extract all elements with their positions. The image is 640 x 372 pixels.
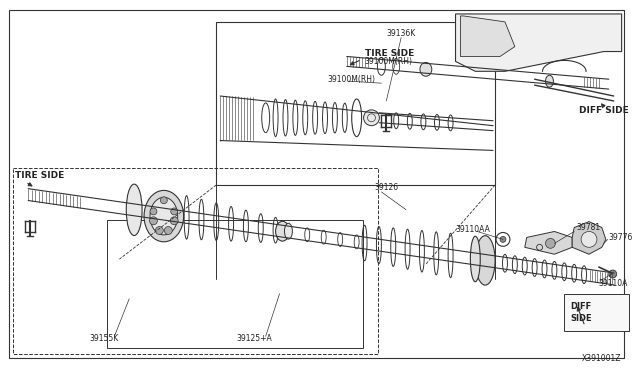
Text: 39781: 39781	[576, 223, 600, 232]
Ellipse shape	[276, 221, 289, 241]
Bar	[564, 294, 628, 331]
Text: DIFF: DIFF	[570, 302, 591, 311]
Circle shape	[364, 110, 380, 126]
Text: 39776: 39776	[609, 233, 633, 242]
Ellipse shape	[545, 75, 554, 87]
Bar	[13, 168, 378, 354]
Text: TIRE SIDE: TIRE SIDE	[365, 49, 414, 58]
Circle shape	[171, 208, 178, 215]
Text: 39110A: 39110A	[599, 279, 628, 288]
Circle shape	[164, 227, 172, 234]
Polygon shape	[456, 14, 621, 71]
Ellipse shape	[420, 62, 432, 76]
Circle shape	[609, 270, 617, 278]
Polygon shape	[525, 231, 572, 254]
Text: X391001Z: X391001Z	[582, 353, 621, 363]
Ellipse shape	[150, 197, 178, 235]
Circle shape	[150, 217, 157, 225]
Ellipse shape	[126, 184, 142, 235]
Text: 39100M(RH): 39100M(RH)	[327, 75, 375, 84]
Circle shape	[150, 208, 157, 215]
Circle shape	[156, 227, 163, 234]
Text: DIFF SIDE: DIFF SIDE	[579, 106, 629, 115]
Text: 39110AA: 39110AA	[456, 225, 490, 234]
Circle shape	[500, 237, 506, 243]
Text: 39125+A: 39125+A	[236, 334, 272, 343]
Circle shape	[161, 197, 167, 204]
Text: 39100M(RH): 39100M(RH)	[365, 57, 413, 66]
Polygon shape	[572, 222, 606, 254]
Ellipse shape	[470, 236, 480, 282]
Text: 39155K: 39155K	[90, 334, 119, 343]
Polygon shape	[460, 16, 515, 57]
Circle shape	[545, 238, 556, 248]
Text: 39136K: 39136K	[387, 29, 415, 38]
Circle shape	[581, 231, 597, 247]
Ellipse shape	[476, 236, 495, 285]
Ellipse shape	[144, 190, 184, 242]
Text: SIDE: SIDE	[570, 314, 592, 323]
Text: 39126: 39126	[374, 183, 399, 192]
Bar	[216, 22, 495, 185]
Circle shape	[170, 217, 178, 225]
Ellipse shape	[284, 223, 292, 239]
Text: TIRE SIDE: TIRE SIDE	[15, 171, 64, 180]
Bar	[108, 219, 363, 348]
